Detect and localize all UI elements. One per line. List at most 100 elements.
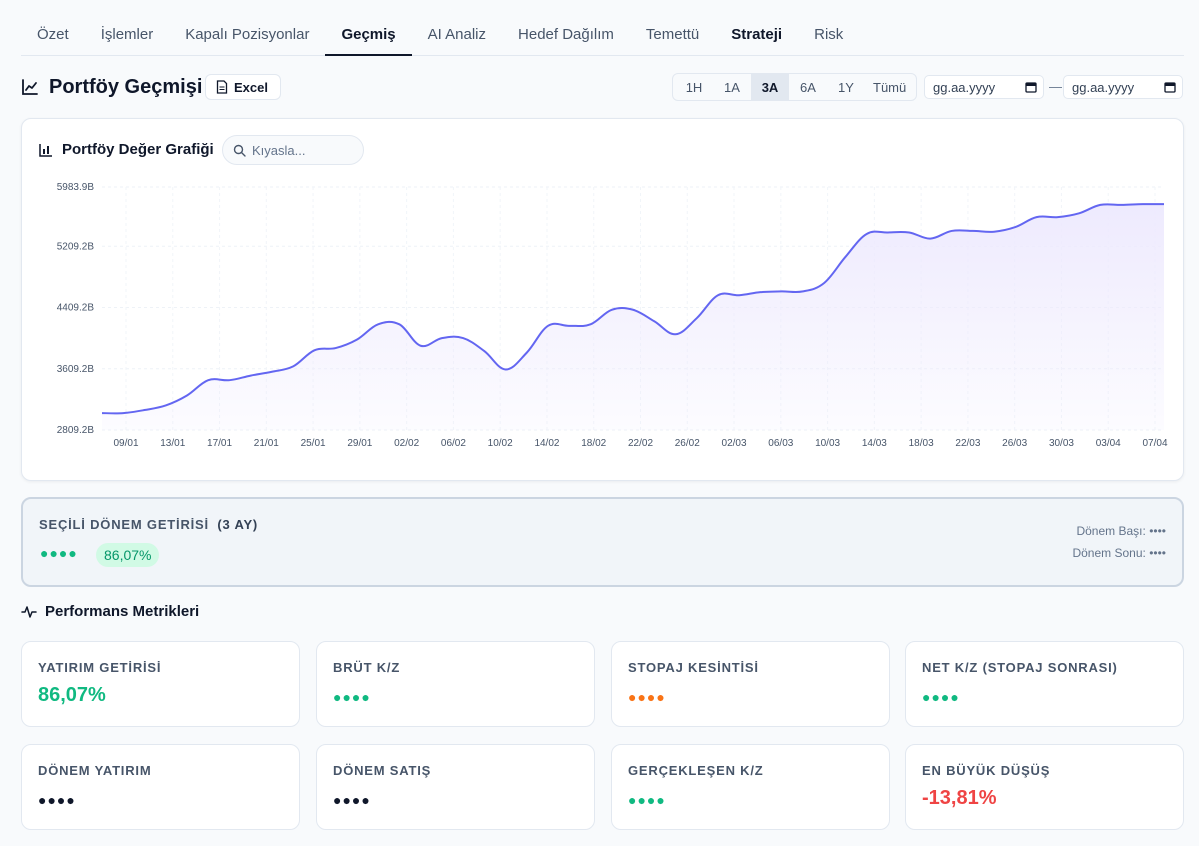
excel-export-label: Excel <box>234 80 268 95</box>
y-tick-label: 4409.2B <box>57 303 95 314</box>
metric-card: GERÇEKLEŞEN K/Z ●●●● <box>611 744 890 830</box>
x-tick-label: 02/02 <box>394 438 419 449</box>
x-tick-label: 06/02 <box>441 438 466 449</box>
x-tick-label: 26/03 <box>1002 438 1027 449</box>
metric-value: -13,81% <box>922 787 997 810</box>
tab-4[interactable]: AI Analiz <box>412 14 502 55</box>
range-button-4[interactable]: 1Y <box>827 74 865 100</box>
page-title: Portföy Geçmişi <box>49 76 202 99</box>
metric-card: EN BÜYÜK DÜŞÜŞ -13,81% <box>905 744 1184 830</box>
portfolio-value-chart[interactable]: 2809.2B 3609.2B 4409.2B 5209.2B 5983.9B 09/01… <box>22 119 1185 482</box>
range-selector: 1H 1A 3A 6A 1Y Tümü <box>672 73 917 101</box>
metric-value: ●●●● <box>922 689 960 705</box>
x-tick-label: 06/03 <box>768 438 793 449</box>
metric-card: BRÜT K/Z ●●●● <box>316 641 595 727</box>
metrics-title-text: Performans Metrikleri <box>45 603 199 620</box>
x-tick-label: 10/03 <box>815 438 840 449</box>
metric-label: STOPAJ KESİNTİSİ <box>628 660 759 675</box>
y-tick-label: 5983.9B <box>57 182 95 193</box>
metric-card: DÖNEM YATIRIM ●●●● <box>21 744 300 830</box>
calendar-icon[interactable] <box>1164 81 1176 93</box>
metric-label: DÖNEM SATIŞ <box>333 763 431 778</box>
tab-0[interactable]: Özet <box>21 14 85 55</box>
range-button-1[interactable]: 1A <box>713 74 751 100</box>
metrics-section-title: Performans Metrikleri <box>21 603 199 620</box>
period-end-value: •••• <box>1149 546 1166 560</box>
x-tick-label: 10/02 <box>488 438 513 449</box>
metric-value: ●●●● <box>333 792 371 808</box>
metric-label: NET K/Z (STOPAJ SONRASI) <box>922 660 1118 675</box>
range-button-0[interactable]: 1H <box>675 74 713 100</box>
x-tick-label: 22/03 <box>955 438 980 449</box>
excel-export-button[interactable]: Excel <box>205 74 281 100</box>
x-tick-label: 17/01 <box>207 438 232 449</box>
tab-5[interactable]: Hedef Dağılım <box>502 14 630 55</box>
metric-value: ●●●● <box>628 689 666 705</box>
period-return-percent-badge: 86,07% <box>96 543 159 567</box>
metric-card: NET K/Z (STOPAJ SONRASI) ●●●● <box>905 641 1184 727</box>
period-start: Dönem Başı: •••• <box>1076 524 1166 538</box>
tab-bar: Özet İşlemler Kapalı Pozisyonlar Geçmiş AI A… <box>21 14 1184 56</box>
period-return-label: SEÇİLİ DÖNEM GETİRİSİ (3 AY) <box>39 517 258 532</box>
x-tick-label: 22/02 <box>628 438 653 449</box>
line-chart-icon <box>21 78 39 96</box>
file-icon <box>216 80 228 94</box>
metric-label: BRÜT K/Z <box>333 660 400 675</box>
metric-card: DÖNEM SATIŞ ●●●● <box>316 744 595 830</box>
period-end-label: Dönem Sonu: <box>1072 546 1145 560</box>
y-tick-label: 2809.2B <box>57 425 95 436</box>
metric-label: GERÇEKLEŞEN K/Z <box>628 763 764 778</box>
x-tick-label: 02/03 <box>722 438 747 449</box>
x-tick-label: 07/04 <box>1142 438 1167 449</box>
x-tick-label: 09/01 <box>113 438 138 449</box>
date-end-input[interactable]: gg.aa.yyyy <box>1063 75 1183 99</box>
tab-7[interactable]: Strateji <box>715 14 798 55</box>
activity-icon <box>21 605 37 619</box>
range-button-2[interactable]: 3A <box>751 74 789 100</box>
y-tick-label: 5209.2B <box>57 241 95 252</box>
range-button-5[interactable]: Tümü <box>865 74 914 100</box>
period-start-value: •••• <box>1149 524 1166 538</box>
tab-8[interactable]: Risk <box>798 14 859 55</box>
range-button-3[interactable]: 6A <box>789 74 827 100</box>
period-start-label: Dönem Başı: <box>1076 524 1145 538</box>
period-end: Dönem Sonu: •••• <box>1072 546 1166 560</box>
x-tick-label: 03/04 <box>1096 438 1121 449</box>
metric-label: YATIRIM GETİRİSİ <box>38 660 161 675</box>
period-return-summary: SEÇİLİ DÖNEM GETİRİSİ (3 AY) ●●●● 86,07%… <box>21 497 1184 587</box>
period-return-title: SEÇİLİ DÖNEM GETİRİSİ <box>39 517 209 532</box>
metric-value: ●●●● <box>333 689 371 705</box>
tab-3[interactable]: Geçmiş <box>325 14 411 55</box>
period-span: (3 AY) <box>217 517 258 532</box>
tab-1[interactable]: İşlemler <box>85 14 170 55</box>
metric-value: ●●●● <box>628 792 666 808</box>
calendar-icon[interactable] <box>1025 81 1037 93</box>
metric-card: STOPAJ KESİNTİSİ ●●●● <box>611 641 890 727</box>
portfolio-chart-card: Portföy Değer Grafiği Kıyasla... 2809.2B… <box>21 118 1184 481</box>
x-tick-label: 25/01 <box>301 438 326 449</box>
metric-value: ●●●● <box>38 792 76 808</box>
metric-label: EN BÜYÜK DÜŞÜŞ <box>922 763 1050 778</box>
metric-card: YATIRIM GETİRİSİ 86,07% <box>21 641 300 727</box>
metric-value: 86,07% <box>38 684 106 707</box>
tab-6[interactable]: Temettü <box>630 14 715 55</box>
date-start-placeholder: gg.aa.yyyy <box>933 80 995 95</box>
x-tick-label: 26/02 <box>675 438 700 449</box>
x-tick-label: 18/02 <box>581 438 606 449</box>
x-tick-label: 13/01 <box>160 438 185 449</box>
tab-2[interactable]: Kapalı Pozisyonlar <box>169 14 325 55</box>
page-header: Portföy Geçmişi <box>21 73 202 101</box>
x-tick-label: 29/01 <box>347 438 372 449</box>
x-tick-label: 14/02 <box>534 438 559 449</box>
x-tick-label: 21/01 <box>254 438 279 449</box>
date-separator: — <box>1049 79 1062 94</box>
date-end-placeholder: gg.aa.yyyy <box>1072 80 1134 95</box>
metric-label: DÖNEM YATIRIM <box>38 763 151 778</box>
y-tick-label: 3609.2B <box>57 364 95 375</box>
date-start-input[interactable]: gg.aa.yyyy <box>924 75 1044 99</box>
x-tick-label: 30/03 <box>1049 438 1074 449</box>
period-return-masked-value: ●●●● <box>40 545 78 561</box>
x-tick-label: 18/03 <box>909 438 934 449</box>
x-tick-label: 14/03 <box>862 438 887 449</box>
series-area <box>102 204 1164 430</box>
